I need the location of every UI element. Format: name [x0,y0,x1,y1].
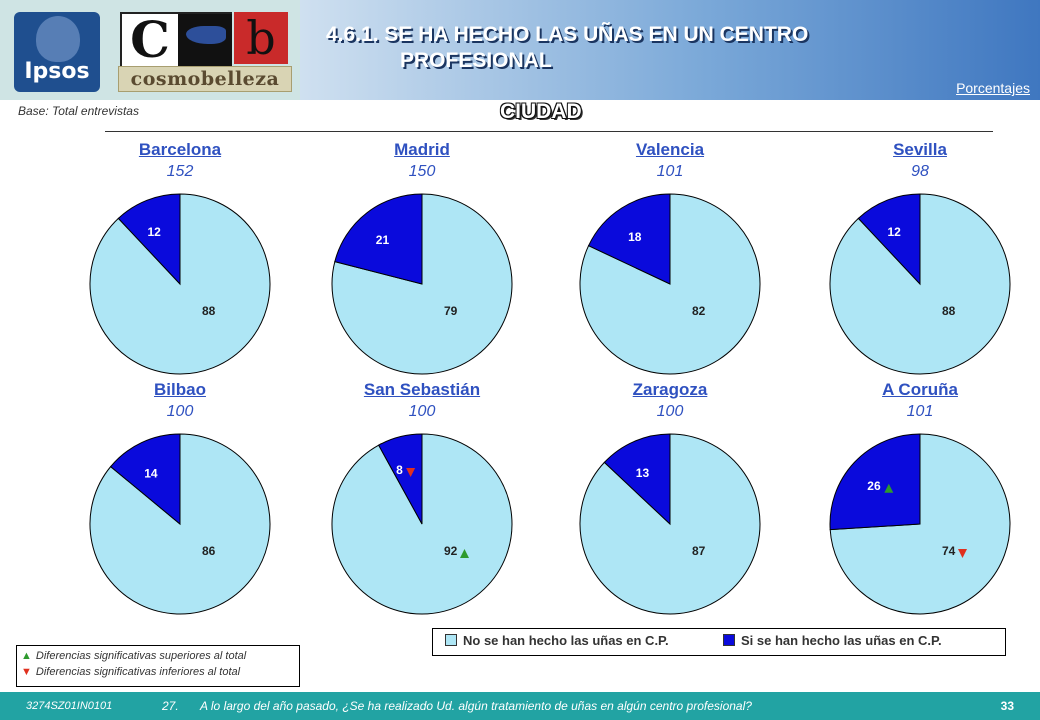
city-base-madrid: 150 [408,163,436,180]
data-label-si-san-sebastian: 8 [396,463,403,477]
city-name-sevilla: Sevilla [893,140,947,159]
data-label-si-barcelona: 12 [148,225,162,239]
pie-chart-madrid: Madrid 150 21 79 [322,140,522,375]
data-label-si-a-coruna: 26 [867,479,881,493]
sig-down-arrow-icon-si-san-sebastian [406,467,416,477]
page-title-line1: 4.6.1. SE HA HECHO LAS UÑAS EN UN CENTRO [326,23,809,46]
data-label-si-zaragoza: 13 [636,466,650,480]
city-name-valencia: Valencia [635,140,705,159]
footer-bar: 3274SZ01IN0101 27. A lo largo del año pa… [0,692,1040,720]
city-base-a-coruna: 101 [906,403,934,420]
city-base-valencia: 101 [656,163,684,180]
data-label-no-zaragoza: 87 [692,544,706,558]
pie-bilbao: 14 86 [89,433,271,615]
data-label-no-san-sebastian: 92 [444,544,458,558]
pie-a-coruna: 26 74 [829,433,1011,615]
data-label-no-barcelona: 88 [202,304,216,318]
pie-slice-si-zaragoza [603,433,671,526]
legend-swatch-si [723,634,735,646]
chart-legend: No se han hecho las uñas en C.P. Si se h… [432,628,1006,656]
pie-slice-no-san-sebastian [331,433,513,615]
data-label-si-bilbao: 14 [144,467,158,481]
legend-label-no: No se han hecho las uñas en C.P. [463,633,669,648]
cosmo-logo-letter-c: C [120,12,180,68]
ipsos-face-icon [36,16,80,62]
city-base-san-sebastian: 100 [408,403,436,420]
pie-chart-san-sebastian: San Sebastián 100 8 92 [322,380,522,615]
pie-san-sebastian: 8 92 [331,433,513,615]
footer-code: 3274SZ01IN0101 [26,700,113,712]
city-base-zaragoza: 100 [656,403,684,420]
pie-chart-a-coruna: A Coruña 101 26 74 [820,380,1020,615]
legend-label-si: Si se han hecho las uñas en C.P. [741,633,942,648]
data-label-si-valencia: 18 [628,230,642,244]
data-label-si-madrid: 21 [376,233,390,247]
city-base-sevilla: 98 [911,163,929,180]
data-label-no-madrid: 79 [444,304,458,318]
city-name-madrid: Madrid [394,140,450,159]
ipsos-logo: Ipsos [14,12,100,92]
pie-slice-si-valencia [587,193,671,285]
pie-zaragoza: 13 87 [579,433,761,615]
city-name-barcelona: Barcelona [138,140,222,159]
pie-slice-si-sevilla [857,193,921,286]
significance-down-row: ▼ Diferencias significativas inferiores a… [21,666,240,678]
page-number: 33 [1000,699,1014,713]
pie-slice-si-madrid [334,193,423,285]
pie-chart-sevilla: Sevilla 98 12 88 [820,140,1020,375]
data-label-no-a-coruna: 74 [942,544,956,558]
page-title-line2: PROFESIONAL [400,49,552,72]
pie-slice-si-san-sebastian [377,433,423,525]
title-banner: 4.6.1. SE HA HECHO LAS UÑAS EN UN CENTRO… [300,0,1040,100]
significance-up-label: Diferencias significativas superiores al… [35,650,247,662]
significance-legend: ▲ Diferencias significativas superiores a… [16,645,300,687]
cosmo-logo-wordmark: cosmobelleza [118,66,292,92]
data-label-no-valencia: 82 [692,304,706,318]
data-label-no-bilbao: 86 [202,544,216,558]
significance-up-row: ▲ Diferencias significativas superiores a… [21,650,246,662]
pie-chart-bilbao: Bilbao 100 14 86 [80,380,280,615]
data-label-si-sevilla: 12 [888,225,902,239]
pie-madrid: 21 79 [331,193,513,375]
legend-item-no: No se han hecho las uñas en C.P. [445,633,669,648]
significance-down-label: Diferencias significativas inferiores al… [35,666,241,678]
pie-chart-zaragoza: Zaragoza 100 13 87 [570,380,770,615]
pie-chart-valencia: Valencia 101 18 82 [570,140,770,375]
sig-down-arrow-icon-no-a-coruna [958,549,967,558]
pie-chart-barcelona: Barcelona 152 12 88 [80,140,280,375]
footer-question-number: 27. [162,699,179,713]
city-base-barcelona: 152 [166,163,194,180]
cosmo-logo-figure-icon [178,12,232,66]
legend-item-si: Si se han hecho las uñas en C.P. [723,633,942,648]
up-arrow-icon: ▲ [21,650,32,662]
section-divider [105,131,993,132]
ipsos-logo-text: Ipsos [24,59,90,84]
footer-question-text: A lo largo del año pasado, ¿Se ha realiz… [200,699,752,713]
page-title: 4.6.1. SE HA HECHO LAS UÑAS EN UN CENTRO… [326,22,886,74]
city-name-bilbao: Bilbao [154,380,206,399]
down-arrow-icon: ▼ [21,666,32,678]
city-base-bilbao: 100 [166,403,194,420]
cosmo-logo-letter-b: b [234,12,288,64]
pie-sevilla: 12 88 [829,193,1011,375]
base-label: Base: Total entrevistas [18,104,139,118]
data-label-no-sevilla: 88 [942,304,956,318]
pie-slice-si-barcelona [117,193,181,286]
city-name-a-coruna: A Coruña [882,380,958,399]
units-label: Porcentajes [956,80,1030,96]
logo-area: Ipsos C b cosmobelleza [0,0,300,100]
pie-slice-si-bilbao [109,433,181,526]
sig-up-arrow-icon-si-a-coruna [884,483,894,493]
sig-up-arrow-icon-no-san-sebastian [460,549,469,558]
city-name-san-sebastian: San Sebastián [363,380,481,399]
section-title: CIUDAD [500,100,582,123]
cosmobelleza-logo: C b cosmobelleza [118,12,292,92]
legend-swatch-no [445,634,457,646]
pie-slice-si-a-coruna [829,433,921,531]
pie-barcelona: 12 88 [89,193,271,375]
city-name-zaragoza: Zaragoza [632,380,708,399]
